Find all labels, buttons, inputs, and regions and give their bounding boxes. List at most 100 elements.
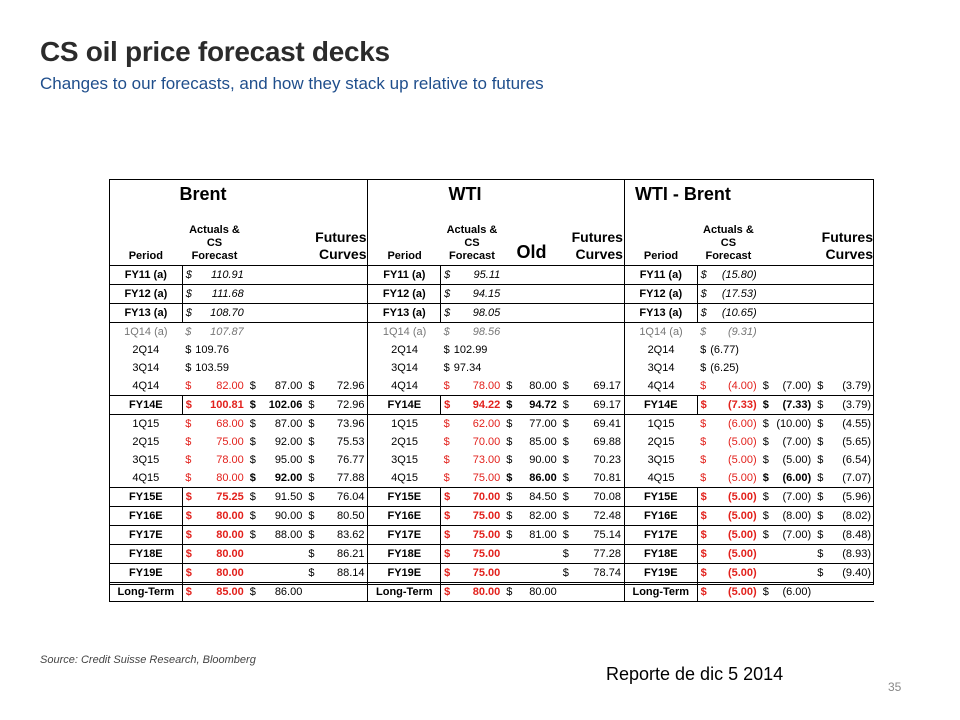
cell-period: FY16E (367, 506, 442, 526)
cell-futures (317, 582, 368, 602)
dollar-sign: $ (817, 436, 824, 448)
dollar-sign (814, 284, 827, 304)
cell-futures: 69.41 (593, 418, 621, 430)
cell-old (515, 359, 559, 377)
dollar-sign: $ (697, 284, 710, 304)
dollar-sign: $ (249, 436, 256, 448)
cell-cs-forecast: (5.00) (709, 563, 760, 583)
cell-cs-forecast: (6.00) (727, 418, 757, 430)
dollar-sign (246, 544, 259, 564)
cell-cs-forecast: 110.91 (194, 265, 247, 285)
cell-old (258, 265, 306, 285)
cell-old (515, 265, 560, 285)
dollar-sign: $ (246, 395, 259, 415)
cell-cs-forecast: (5.00) (727, 436, 757, 448)
col-header-futures-curves: Futures Curves (571, 229, 623, 262)
cell-cs-forecast: 80.00 (452, 582, 504, 602)
cell-old: 87.00 (274, 380, 303, 392)
dollar-sign (559, 303, 572, 323)
cell-cs-forecast: (5.00) (709, 487, 760, 507)
table-row: FY19E $80.00 $88.14 FY19E $75.00 $78.74 FY19E $… (109, 563, 874, 583)
cell-period: 2Q15 (132, 436, 160, 448)
dollar-sign: $ (440, 506, 453, 526)
dollar-sign (560, 359, 572, 377)
dollar-sign: $ (305, 525, 318, 545)
dollar-sign (760, 323, 772, 342)
dollar-sign (560, 323, 572, 342)
dollar-sign: $ (182, 303, 195, 323)
dollar-sign (305, 582, 318, 602)
cell-period: 4Q15 (367, 469, 441, 488)
cell-old (515, 303, 560, 323)
cell-futures: (7.07) (842, 472, 871, 484)
dollar-sign (759, 563, 772, 583)
cell-cs-forecast: 100.81 (194, 395, 247, 415)
dollar-sign: $ (503, 582, 516, 602)
cell-old: 92.00 (274, 472, 303, 484)
dollar-sign: $ (759, 506, 772, 526)
cell-cs-forecast: 68.00 (216, 418, 244, 430)
cell-old: 86.00 (258, 582, 306, 602)
cell-futures: (6.54) (842, 454, 871, 466)
dollar-sign: $ (700, 344, 707, 356)
dollar-sign: $ (697, 582, 710, 602)
cell-cs-forecast: 78.00 (472, 380, 501, 392)
cell-period: FY17E (623, 525, 698, 545)
cell-period: 2Q15 (623, 433, 698, 451)
cell-period: FY15E (623, 487, 698, 507)
cell-cs-forecast: 80.00 (194, 563, 247, 583)
table-row: 1Q15 $68.00 $87.00 $73.96 1Q15 $62.00 $77.00 $6… (110, 414, 875, 433)
col-header-actuals-cs-forecast: Actuals & CS Forecast (703, 224, 754, 262)
table-row: Long-Term $85.00 $86.00 Long-Term $80.00 $80.… (109, 582, 874, 602)
dollar-sign (246, 563, 259, 583)
cell-cs-forecast: 95.11 (452, 265, 504, 285)
dollar-sign: $ (246, 506, 259, 526)
col-header-futures-curves: Futures Curves (821, 229, 873, 262)
cell-period: 1Q14 (a) (367, 322, 441, 341)
cell-futures (572, 323, 625, 342)
cell-old (515, 563, 560, 583)
table-row: FY18E $80.00 $86.21 FY18E $75.00 $77.28 FY18E $… (109, 544, 874, 564)
dollar-sign: $ (249, 380, 256, 392)
cell-old (259, 341, 305, 359)
cell-cs-forecast: (5.00) (727, 454, 757, 466)
cell-futures: (8.93) (826, 544, 874, 564)
dollar-sign: $ (814, 544, 827, 564)
cell-cs-forecast: 103.59 (195, 362, 229, 374)
cell-old: 82.00 (515, 506, 560, 526)
dollar-sign: $ (440, 487, 453, 507)
dollar-sign: $ (249, 472, 256, 484)
cell-cs-forecast: (5.00) (709, 525, 760, 545)
dollar-sign: $ (182, 525, 195, 545)
cell-period: FY18E (109, 544, 183, 564)
dollar-sign: $ (700, 472, 707, 484)
dollar-sign (559, 284, 572, 304)
cell-old: 90.00 (258, 506, 306, 526)
cell-futures (317, 265, 368, 285)
dollar-sign (759, 284, 772, 304)
cell-futures (571, 303, 625, 323)
cell-period: 4Q15 (132, 472, 160, 484)
cell-cs-forecast: 94.15 (452, 284, 504, 304)
cell-old (259, 359, 305, 377)
dollar-sign (503, 563, 516, 583)
cell-period: FY12 (a) (367, 284, 442, 304)
cell-old: 95.00 (274, 454, 303, 466)
dollar-sign: $ (440, 395, 453, 415)
cell-old: (10.00) (776, 418, 812, 430)
cell-futures: 83.62 (317, 525, 368, 545)
cell-old: (5.00) (782, 454, 812, 466)
dollar-sign (305, 341, 317, 359)
cell-old (515, 544, 560, 564)
dollar-sign: $ (762, 380, 769, 392)
dollar-sign (814, 265, 827, 285)
cell-old: (7.00) (782, 380, 812, 392)
cell-period: 2Q14 (132, 344, 160, 356)
cell-period: 1Q14 (a) (124, 326, 168, 338)
cell-old: 90.00 (529, 454, 557, 466)
cell-futures: (8.02) (826, 506, 874, 526)
dollar-sign (759, 303, 772, 323)
cell-old (515, 341, 559, 359)
cell-old: 92.00 (274, 436, 303, 448)
dollar-sign: $ (759, 525, 772, 545)
